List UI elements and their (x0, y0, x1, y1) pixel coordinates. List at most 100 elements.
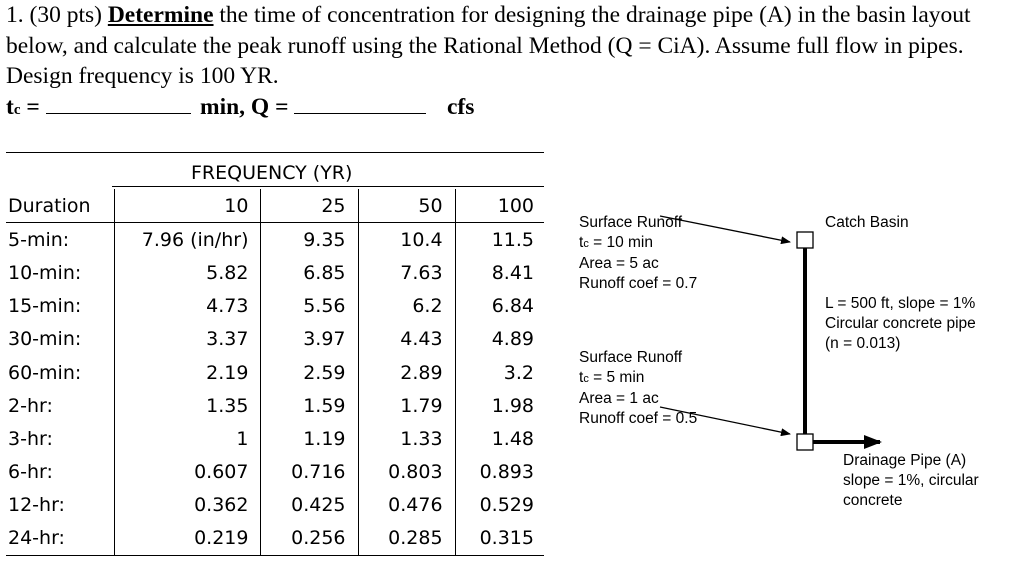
runoff1-tc: tc = 10 min (579, 234, 653, 251)
table-row: 24-hr: 0.219 0.256 0.285 0.315 (6, 521, 544, 557)
duration-cell: 60-min: (8, 361, 82, 384)
runoff1-area: Area = 5 ac (579, 255, 659, 272)
table-header-row: Duration 10 25 50 100 (6, 189, 544, 224)
intensity-cell: 5.56 (260, 289, 359, 323)
duration-cell: 5-min: (8, 228, 70, 251)
intensity-cell: 1.98 (491, 394, 534, 417)
intensity-cell: 3.37 (114, 322, 262, 356)
runoff1-title: Surface Runoff (579, 214, 683, 231)
q-label: min, Q = (200, 94, 289, 120)
q-answer: min, Q = (200, 92, 427, 122)
intensity-cell: 6.85 (260, 256, 359, 290)
duration-cell: 15-min: (8, 295, 82, 318)
intensity-cell: 1.79 (358, 389, 456, 423)
duration-cell: 6-hr: (8, 461, 53, 484)
intensity-cell: 0.607 (114, 455, 262, 489)
intensity-cell: 7.63 (358, 256, 456, 290)
runoff2-labels: Surface Runoff tc = 5 min Area = 1 ac Ru… (579, 348, 697, 429)
intensity-cell: 1.19 (260, 422, 359, 456)
problem-number: 1. (30 pts) (6, 2, 102, 28)
intensity-cell: 10.4 (358, 222, 456, 257)
duration-cell: 24-hr: (6, 521, 115, 557)
duration-cell: 2-hr: (8, 394, 53, 417)
intensity-cell: 2.89 (358, 355, 456, 390)
duration-header: Duration (6, 189, 115, 224)
intensity-cell: 2.59 (260, 355, 359, 390)
tc-answer-blank[interactable] (45, 93, 191, 114)
drainage-pipe-labels: Drainage Pipe (A) slope = 1%, circular c… (843, 451, 979, 511)
frequency-rule (112, 186, 544, 187)
intensity-cell: 3.2 (503, 361, 534, 384)
intensity-cell: 5.82 (114, 256, 262, 290)
rainfall-table: Duration 10 25 50 100 5-min: 7.96 (in/hr… (6, 189, 544, 557)
freq-header-50: 50 (358, 189, 456, 224)
intensity-cell: 1.35 (114, 389, 262, 423)
table-row: 12-hr: 0.362 0.425 0.476 0.529 (6, 488, 544, 522)
duration-cell: 12-hr: (8, 494, 65, 517)
intensity-cell: 4.89 (491, 328, 534, 351)
table-row: 15-min: 4.73 5.56 6.2 6.84 (6, 289, 544, 323)
intensity-cell: 0.285 (358, 521, 456, 557)
intensity-cell: 0.893 (479, 461, 534, 484)
drainage-pipe-material: concrete (843, 492, 903, 509)
intensity-cell: 0.315 (455, 521, 544, 557)
intensity-cell: 1.33 (358, 422, 456, 456)
intensity-cell: 0.476 (358, 488, 456, 522)
intensity-cell: 7.96 (in/hr) (114, 222, 262, 257)
intensity-cell: 2.19 (114, 355, 262, 390)
drainage-pipe-slope: slope = 1%, circular (843, 472, 979, 489)
intensity-cell: 4.73 (114, 289, 262, 323)
table-top-rule (6, 152, 544, 153)
runoff2-area: Area = 1 ac (579, 390, 659, 407)
freq-header-10: 10 (114, 189, 262, 224)
table-row: 5-min: 7.96 (in/hr) 9.35 10.4 11.5 (6, 222, 544, 257)
intensity-cell: 11.5 (491, 228, 534, 251)
intensity-cell: 6.84 (491, 295, 534, 318)
duration-cell: 10-min: (8, 261, 82, 284)
intensity-cell: 0.219 (114, 521, 262, 557)
q-answer-blank[interactable] (294, 93, 427, 114)
table-row: 3-hr: 1 1.19 1.33 1.48 (6, 422, 544, 456)
intensity-cell: 9.35 (260, 222, 359, 257)
intensity-cell: 0.529 (479, 494, 534, 517)
intensity-cell: 0.803 (358, 455, 456, 489)
runoff1-coef: Runoff coef = 0.7 (579, 275, 698, 292)
unit-label: cfs (447, 94, 475, 120)
answer-line: tc = (6, 92, 191, 125)
problem-verb: Determine (107, 2, 214, 28)
intensity-cell: 6.2 (358, 289, 456, 323)
intensity-cell: 0.425 (260, 488, 359, 522)
table-row: 6-hr: 0.607 0.716 0.803 0.893 (6, 455, 544, 489)
problem-statement: 1. (30 pts) Determine the time of concen… (6, 0, 1021, 92)
table-row: 10-min: 5.82 6.85 7.63 8.41 (6, 256, 544, 290)
intensity-cell: 0.256 (260, 521, 359, 557)
runoff2-tc: tc = 5 min (579, 369, 645, 386)
intensity-cell: 1.48 (491, 427, 534, 450)
intensity-cell: 4.43 (358, 322, 456, 356)
problem-text: the time of concentration for designing … (6, 2, 971, 89)
pipe-labels: L = 500 ft, slope = 1% Circular concrete… (825, 294, 976, 354)
intensity-cell: 0.362 (114, 488, 262, 522)
table-row: 30-min: 3.37 3.97 4.43 4.89 (6, 322, 544, 356)
drainage-pipe-title: Drainage Pipe (A) (843, 452, 967, 469)
tc-label: tc = (6, 94, 40, 120)
pipe-roughness: (n = 0.013) (825, 335, 901, 352)
outlet-basin-icon (796, 433, 814, 451)
freq-header-100: 100 (455, 189, 544, 224)
duration-cell: 3-hr: (8, 427, 53, 450)
pipe-material: Circular concrete pipe (825, 315, 976, 332)
frequency-title: FREQUENCY (YR) (191, 162, 353, 184)
intensity-cell: 3.97 (260, 322, 359, 356)
runoff2-coef: Runoff coef = 0.5 (579, 410, 698, 427)
duration-cell: 30-min: (8, 328, 82, 351)
runoff2-title: Surface Runoff (579, 349, 683, 366)
runoff1-labels: Surface Runoff tc = 10 min Area = 5 ac R… (579, 213, 697, 294)
table-row: 60-min: 2.19 2.59 2.89 3.2 (6, 355, 544, 390)
freq-header-25: 25 (260, 189, 359, 224)
table-row: 2-hr: 1.35 1.59 1.79 1.98 (6, 389, 544, 423)
catch-basin-label: Catch Basin (825, 214, 909, 231)
catch-basin-icon (796, 231, 814, 249)
intensity-cell: 8.41 (491, 261, 534, 284)
intensity-cell: 1 (114, 422, 262, 456)
intensity-cell: 0.716 (260, 455, 359, 489)
